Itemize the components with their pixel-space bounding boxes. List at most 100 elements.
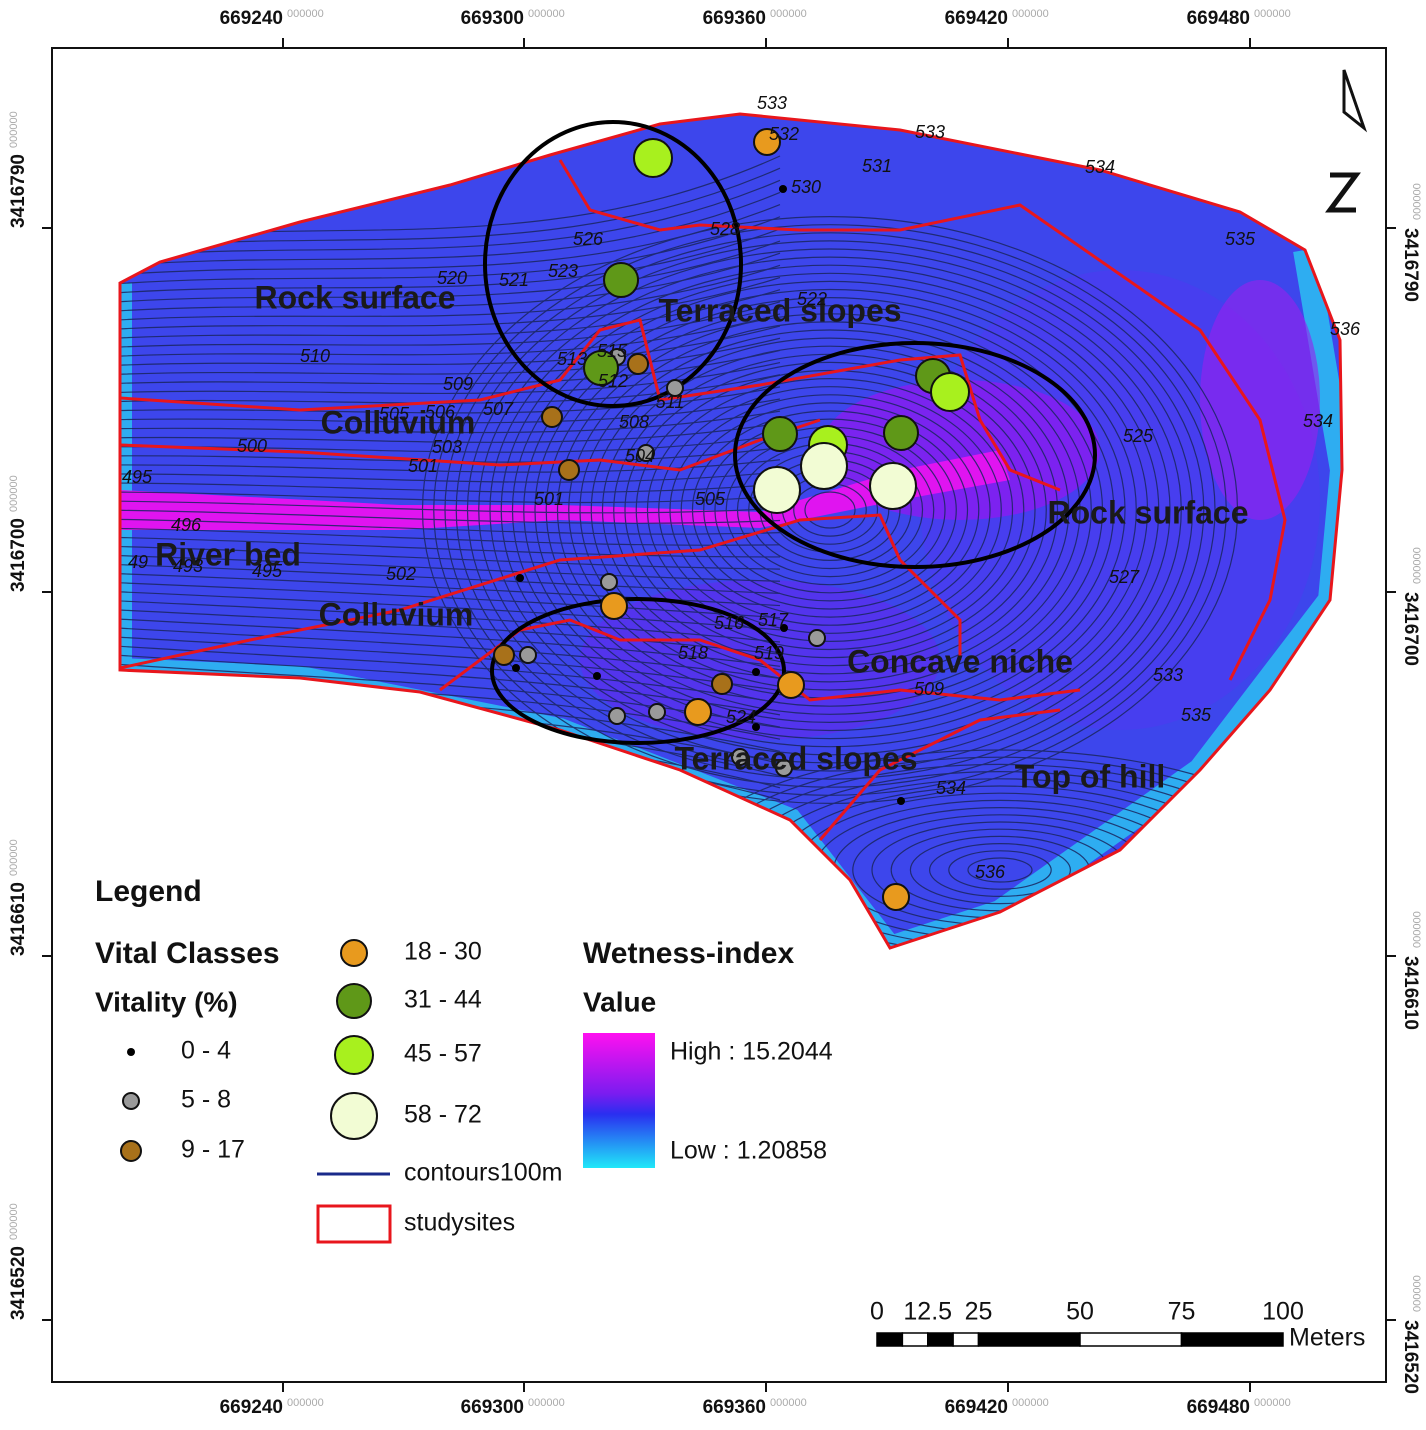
scale-unit: Meters [1289,1324,1365,1352]
contour-label: 536 [1330,319,1361,339]
contour-label: 513 [557,349,587,369]
scale-segment [979,1333,1081,1346]
x-coord-label: 669300 [461,1397,524,1418]
contour-label: 518 [678,643,708,663]
contour-label: 506 [425,402,456,422]
legend-label: 5 - 8 [181,1086,231,1114]
contour-label: 496 [171,515,202,535]
contour-label: 534 [1085,157,1115,177]
x-coord-suffix: 000000 [1254,1397,1291,1409]
vitality-point [604,263,638,297]
y-coord-suffix: 000000 [1410,547,1422,584]
contour-label: 528 [710,219,740,239]
scale-segment [928,1333,953,1346]
vitality-point [601,593,627,619]
vitality-point [712,674,732,694]
y-coord-label: 3416520 [8,1246,29,1320]
scale-segment [1182,1333,1284,1346]
value-title: Value [583,986,656,1017]
legend-symbol [335,1036,373,1074]
legend-title: Legend [95,875,202,908]
x-coord-suffix: 000000 [1012,8,1049,20]
legend-label: 18 - 30 [404,938,482,966]
vitality-point [628,354,648,374]
contour-label: 523 [548,261,578,281]
vitality-point [754,467,800,513]
contour-label: 510 [300,346,330,366]
contours-label: contours100m [404,1159,562,1187]
contour-label: 533 [1153,665,1183,685]
scale-segment [877,1333,902,1346]
x-coord-label: 669240 [220,8,283,29]
vitality-point [870,463,916,509]
contour-label: 525 [1123,426,1154,446]
y-coord-suffix: 000000 [8,111,20,148]
x-coord-label: 669420 [945,1397,1008,1418]
vitality-point [897,797,905,805]
y-coord-suffix: 000000 [8,1203,20,1240]
contour-label: 534 [936,778,966,798]
contour-label: 534 [1303,411,1333,431]
vitality-point [884,416,918,450]
contour-label: 516 [714,613,745,633]
contour-label: 511 [656,392,685,412]
y-coord-label: 3416520 [1400,1320,1421,1394]
y-coord-suffix: 000000 [8,839,20,876]
classes-title: Vital Classes [95,937,280,970]
contour-label: 515 [597,341,628,361]
contour-label: 495 [122,467,153,487]
contour-label: 517 [758,610,789,630]
contour-label: 509 [914,679,944,699]
x-coord-suffix: 000000 [770,8,807,20]
legend-symbol [123,1093,139,1109]
contour-label: 526 [573,229,604,249]
vitality-point [779,185,787,193]
high-label: High : 15.2044 [670,1038,833,1066]
vitality-title: Vitality (%) [95,986,238,1017]
x-coord-label: 669360 [703,1397,766,1418]
x-coord-suffix: 000000 [528,1397,565,1409]
legend-symbol [331,1093,377,1139]
scale-tick-label: 0 [870,1298,884,1326]
contour-label: 500 [237,436,267,456]
contour-label: 532 [769,124,799,144]
contour-label: 501 [408,456,438,476]
legend-label: 58 - 72 [404,1101,482,1129]
x-coord-label: 669360 [703,8,766,29]
contour-label: 505 [695,489,726,509]
map: Rock surfaceTerraced slopesColluviumRive… [0,0,1426,1425]
contour-label: 520 [437,268,467,288]
vitality-point [801,443,847,489]
contour-label: 503 [432,437,462,457]
x-coord-label: 669480 [1187,1397,1250,1418]
region-label: Top of hill [1015,758,1165,794]
vitality-point [494,645,514,665]
contour-label: 49 [128,552,148,572]
vitality-point [559,460,579,480]
y-coord-label: 3416790 [1400,228,1421,302]
scale-tick-label: 50 [1066,1298,1094,1326]
scale-tick-label: 12.5 [903,1298,952,1326]
y-coord-suffix: 000000 [1410,183,1422,220]
x-coord-label: 669420 [945,8,1008,29]
vitality-point [609,708,625,724]
legend-label: 31 - 44 [404,986,482,1014]
contour-label: 505 [379,404,410,424]
vitality-point [542,407,562,427]
vitality-point [593,672,601,680]
y-coord-label: 3416700 [8,518,29,592]
y-coord-suffix: 000000 [1410,911,1422,948]
contour-label: 531 [862,156,892,176]
region-label: Concave niche [847,643,1073,679]
x-coord-suffix: 000000 [1254,8,1291,20]
legend-symbol [337,984,371,1018]
contour-label: 536 [975,862,1006,882]
region-label: Colluvium [319,596,474,632]
vitality-point [931,373,969,411]
vitality-point [516,574,524,582]
scale-segment [1080,1333,1182,1346]
low-label: Low : 1.20858 [670,1137,827,1165]
region-label: Rock surface [1048,494,1249,530]
x-coord-suffix: 000000 [1012,1397,1049,1409]
region-label: Rock surface [255,279,456,315]
